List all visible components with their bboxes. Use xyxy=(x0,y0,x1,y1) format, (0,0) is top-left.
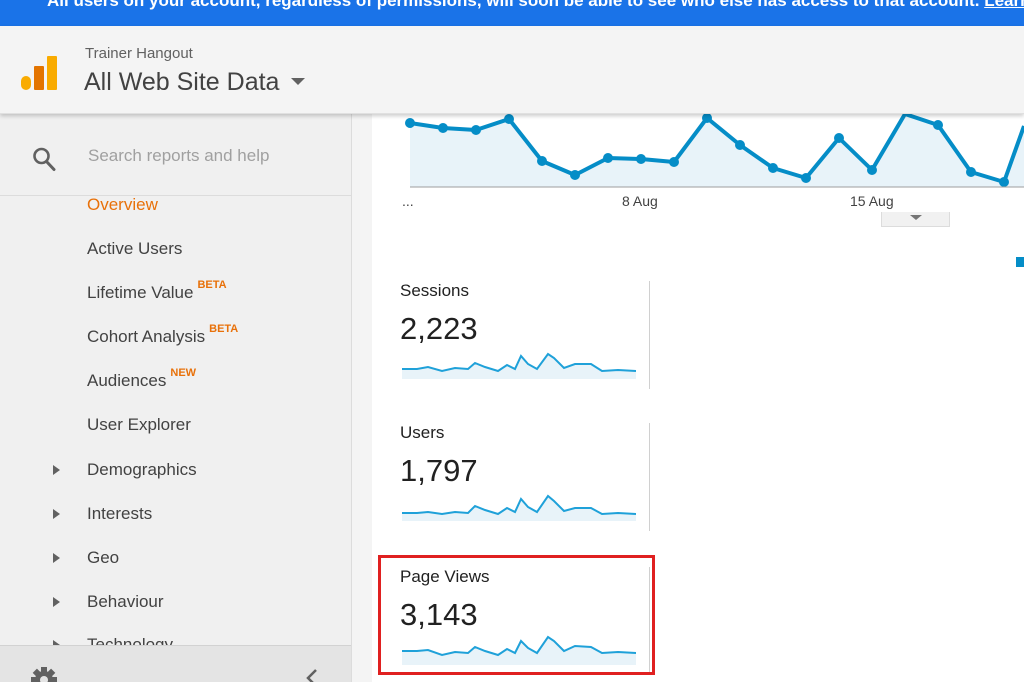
nav-item-label: Cohort Analysis BETA xyxy=(87,323,238,347)
banner-message: All users on your account, regardless of… xyxy=(47,0,980,10)
nav-item-label: Demographics xyxy=(87,460,197,479)
banner-text: All users on your account, regardless of… xyxy=(47,0,1024,11)
nav-item-interests[interactable]: Interests xyxy=(0,494,351,534)
chevron-down-icon xyxy=(910,215,922,220)
beta-badge: BETA xyxy=(209,323,239,335)
metric-label: Sessions xyxy=(400,281,469,300)
expand-arrow-icon xyxy=(53,597,60,607)
expand-chart-button[interactable] xyxy=(881,212,950,227)
nav-item-demographics[interactable]: Demographics xyxy=(0,450,351,490)
main-content: ... 8 Aug 15 Aug Sessions 2,223 Users 1,… xyxy=(352,114,1024,682)
metric-value: 3,143 xyxy=(400,597,478,632)
overview-line-chart xyxy=(405,114,1024,188)
announcement-banner: All users on your account, regardless of… xyxy=(0,0,1024,26)
metric-sessions[interactable]: Sessions 2,223 xyxy=(400,281,650,389)
nav-item-text: Cohort Analysis xyxy=(87,327,206,346)
metric-value: 2,223 xyxy=(400,311,478,346)
nav-item-label: Geo xyxy=(87,548,120,567)
nav-item-text: Lifetime Value xyxy=(87,283,194,302)
chart-line xyxy=(409,114,1024,184)
nav-item-label: Overview xyxy=(87,195,158,214)
sessions-sparkline xyxy=(402,352,636,379)
chart-x-label: 15 Aug xyxy=(850,193,894,209)
beta-badge: BETA xyxy=(197,279,227,291)
nav-item-label: Lifetime Value BETA xyxy=(87,279,227,303)
users-sparkline xyxy=(402,494,636,521)
property-name: All Web Site Data xyxy=(84,68,280,96)
metric-label: Users xyxy=(400,423,445,442)
expand-arrow-icon xyxy=(53,465,60,475)
nav-item-behaviour[interactable]: Behaviour xyxy=(0,582,351,622)
app-header: Trainer Hangout All Web Site Data xyxy=(0,26,1024,114)
nav-item-lifetime-value[interactable]: Lifetime Value BETA xyxy=(0,273,351,313)
nav-item-geo[interactable]: Geo xyxy=(0,538,351,578)
page-views-sparkline xyxy=(402,635,636,665)
nav-item-label: Active Users xyxy=(87,239,183,258)
legend-marker xyxy=(1016,257,1024,267)
highlight-box xyxy=(378,555,655,675)
overview-chart: ... 8 Aug 15 Aug xyxy=(372,114,1024,234)
nav-item-label: Behaviour xyxy=(87,592,164,611)
search-input[interactable] xyxy=(88,144,328,168)
nav-item-active-users[interactable]: Active Users xyxy=(0,229,351,269)
dropdown-caret-icon xyxy=(291,77,306,85)
nav-item-label: Audiences NEW xyxy=(87,367,196,391)
nav-item-label: User Explorer xyxy=(87,415,191,434)
nav-item-text: Audiences xyxy=(87,371,167,390)
metric-label: Page Views xyxy=(400,567,490,586)
metric-page-views[interactable]: Page Views 3,143 xyxy=(400,567,650,675)
new-badge: NEW xyxy=(170,367,197,379)
metric-value: 1,797 xyxy=(400,453,478,488)
gear-icon[interactable] xyxy=(30,666,58,682)
analytics-logo-icon[interactable] xyxy=(21,56,57,90)
chart-x-label: ... xyxy=(402,193,414,209)
expand-arrow-icon xyxy=(53,553,60,563)
sidebar: Overview Active Users Lifetime ValueBETA… xyxy=(0,114,352,682)
expand-arrow-icon xyxy=(53,509,60,519)
nav-item-label: Interests xyxy=(87,504,153,523)
metric-users[interactable]: Users 1,797 xyxy=(400,423,650,531)
chart-points xyxy=(405,114,1009,187)
chart-x-label: 8 Aug xyxy=(622,193,658,209)
nav-item-audiences[interactable]: Audiences NEW xyxy=(0,361,351,401)
nav-item-user-explorer[interactable]: User Explorer xyxy=(0,405,351,445)
banner-learn-link[interactable]: Learn xyxy=(984,0,1024,10)
nav-item-overview[interactable]: Overview xyxy=(0,185,351,225)
search-icon[interactable] xyxy=(32,146,56,172)
sidebar-footer xyxy=(0,645,351,682)
nav-item-cohort-analysis[interactable]: Cohort Analysis BETA xyxy=(0,317,351,357)
search-row xyxy=(0,114,351,196)
account-name: Trainer Hangout xyxy=(85,45,193,62)
property-selector[interactable]: All Web Site Data xyxy=(84,68,306,97)
collapse-sidebar-icon[interactable] xyxy=(305,668,319,682)
